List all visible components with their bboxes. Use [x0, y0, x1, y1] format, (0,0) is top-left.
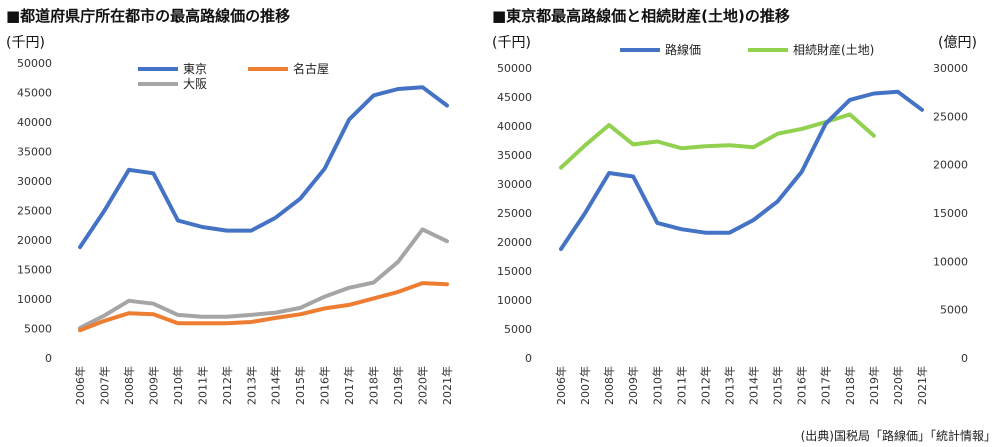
chart2-y-tick-35000: 35000 [497, 149, 532, 162]
chart2-x-tick-2020年: 2020年 [891, 366, 905, 405]
chart1-y-tick-40000: 40000 [17, 116, 52, 129]
chart2-lines [559, 89, 924, 251]
chart2-y-ticks-right: 0 5000 10000 15000 20000 25000 30000 [933, 62, 968, 365]
chart2-x-tick-2016年: 2016年 [795, 366, 809, 405]
chart1-y-tick-20000: 20000 [17, 234, 52, 247]
series-line-rosenka [559, 89, 924, 251]
chart2-x-tick-2008年: 2008年 [602, 366, 616, 405]
chart1-title: ■都道府県庁所在都市の最高路線価の推移 [6, 7, 290, 25]
chart2-y-right-tick-15000: 15000 [933, 207, 968, 220]
chart2-y-tick-50000: 50000 [497, 62, 532, 75]
chart1-y-tick-25000: 25000 [17, 205, 52, 218]
chart1-x-tick-2006年: 2006年 [73, 366, 87, 405]
chart1-y-tick-30000: 30000 [17, 175, 52, 188]
chart1-y-tick-10000: 10000 [17, 293, 52, 306]
chart2-x-tick-2010年: 2010年 [650, 366, 664, 405]
chart2-y-tick-0: 0 [525, 352, 532, 365]
chart2-x-tick-2007年: 2007年 [578, 366, 592, 405]
chart2-ylabel-right: (億円) [938, 35, 977, 51]
chart1-x-tick-2007年: 2007年 [97, 366, 111, 405]
chart1-x-tick-2009年: 2009年 [146, 366, 160, 405]
chart2-y-tick-25000: 25000 [497, 207, 532, 220]
chart2-y-right-tick-5000: 5000 [940, 304, 968, 317]
chart2-x-tick-2014年: 2014年 [747, 366, 761, 405]
chart1-x-tick-2010年: 2010年 [171, 366, 185, 405]
series-line-tokyo [78, 85, 449, 250]
series-line-inheritance [559, 112, 876, 170]
chart1-x-tick-2020年: 2020年 [416, 366, 430, 405]
chart2-y-tick-10000: 10000 [497, 294, 532, 307]
chart2-y-ticks-left: 0 5000 10000 15000 20000 25000 30000 35000 40000… [497, 62, 532, 365]
chart1-x-tick-2017年: 2017年 [342, 366, 356, 405]
chart2-y-right-tick-10000: 10000 [933, 255, 968, 268]
chart1-x-tick-2012年: 2012年 [220, 366, 234, 405]
chart2-y-tick-5000: 5000 [504, 323, 532, 336]
chart1-y-tick-15000: 15000 [17, 264, 52, 277]
chart2-x-tick-2013年: 2013年 [722, 366, 736, 405]
chart1-y-tick-5000: 5000 [24, 323, 52, 336]
chart2-x-tick-2012年: 2012年 [698, 366, 712, 405]
chart2-x-tick-2011年: 2011年 [674, 366, 688, 405]
chart1-y-tick-50000: 50000 [17, 57, 52, 70]
chart1-x-tick-2016年: 2016年 [318, 366, 332, 405]
chart1-x-tick-2015年: 2015年 [293, 366, 307, 405]
chart1-x-tick-2011年: 2011年 [195, 366, 209, 405]
legend-label-rosenka: 路線価 [665, 42, 701, 57]
chart2-title: ■東京都最高路線価と相続財産(土地)の推移 [492, 7, 790, 25]
chart1-y-tick-45000: 45000 [17, 87, 52, 100]
chart1-x-tick-2018年: 2018年 [367, 366, 381, 405]
chart2-y-right-tick-20000: 20000 [933, 159, 968, 172]
source-note: (出典)国税局「路線価」「統計情報」 [801, 428, 996, 443]
chart2-y-right-tick-0: 0 [961, 352, 968, 365]
chart1-x-tick-2014年: 2014年 [269, 366, 283, 405]
chart1-x-tick-2021年: 2021年 [440, 366, 454, 405]
chart1-y-tick-35000: 35000 [17, 146, 52, 159]
chart1-x-tick-2013年: 2013年 [244, 366, 258, 405]
chart1-y-ticks: 0 5000 10000 15000 20000 25000 30000 35000 40000… [17, 57, 52, 365]
chart2-x-tick-2018年: 2018年 [843, 366, 857, 405]
chart2-ylabel-left: (千円) [492, 35, 531, 51]
chart1-x-tick-2008年: 2008年 [122, 366, 136, 405]
chart2-y-tick-45000: 45000 [497, 91, 532, 104]
chart2-y-right-tick-30000: 30000 [933, 62, 968, 75]
chart1-legend: 東京 名古屋 大阪 [138, 61, 329, 91]
series-line-osaka [78, 227, 449, 330]
chart2-x-tick-2009年: 2009年 [626, 366, 640, 405]
chart1-lines [78, 85, 449, 333]
chart1-x-tick-2019年: 2019年 [391, 366, 405, 405]
chart2-legend: 路線価 相続財産(土地) [620, 42, 874, 57]
chart2-x-ticks: 2006年 2007年 2008年 2009年 2010年 2011年 2012年 2013年… [554, 366, 929, 405]
legend-label-nagoya: 名古屋 [293, 61, 329, 76]
legend-label-osaka: 大阪 [183, 77, 207, 91]
series-line-nagoya [78, 281, 449, 333]
legend-label-tokyo: 東京 [183, 62, 207, 76]
chart2-x-tick-2021年: 2021年 [915, 366, 929, 405]
chart2-y-tick-15000: 15000 [497, 265, 532, 278]
chart1-y-tick-0: 0 [45, 352, 52, 365]
legend-label-inheritance: 相続財産(土地) [793, 42, 874, 57]
chart2-x-tick-2019年: 2019年 [867, 366, 881, 405]
chart1-ylabel: (千円) [6, 35, 45, 51]
chart2-x-tick-2017年: 2017年 [819, 366, 833, 405]
chart2-x-tick-2006年: 2006年 [554, 366, 568, 405]
chart2-x-tick-2015年: 2015年 [771, 366, 785, 405]
chart2-y-tick-20000: 20000 [497, 236, 532, 249]
chart2-y-right-tick-25000: 25000 [933, 110, 968, 123]
chart2-y-tick-30000: 30000 [497, 178, 532, 191]
chart1-x-ticks: 2006年 2007年 2008年 2009年 2010年 2011年 2012年 2013年… [73, 366, 454, 405]
chart2-y-tick-40000: 40000 [497, 120, 532, 133]
